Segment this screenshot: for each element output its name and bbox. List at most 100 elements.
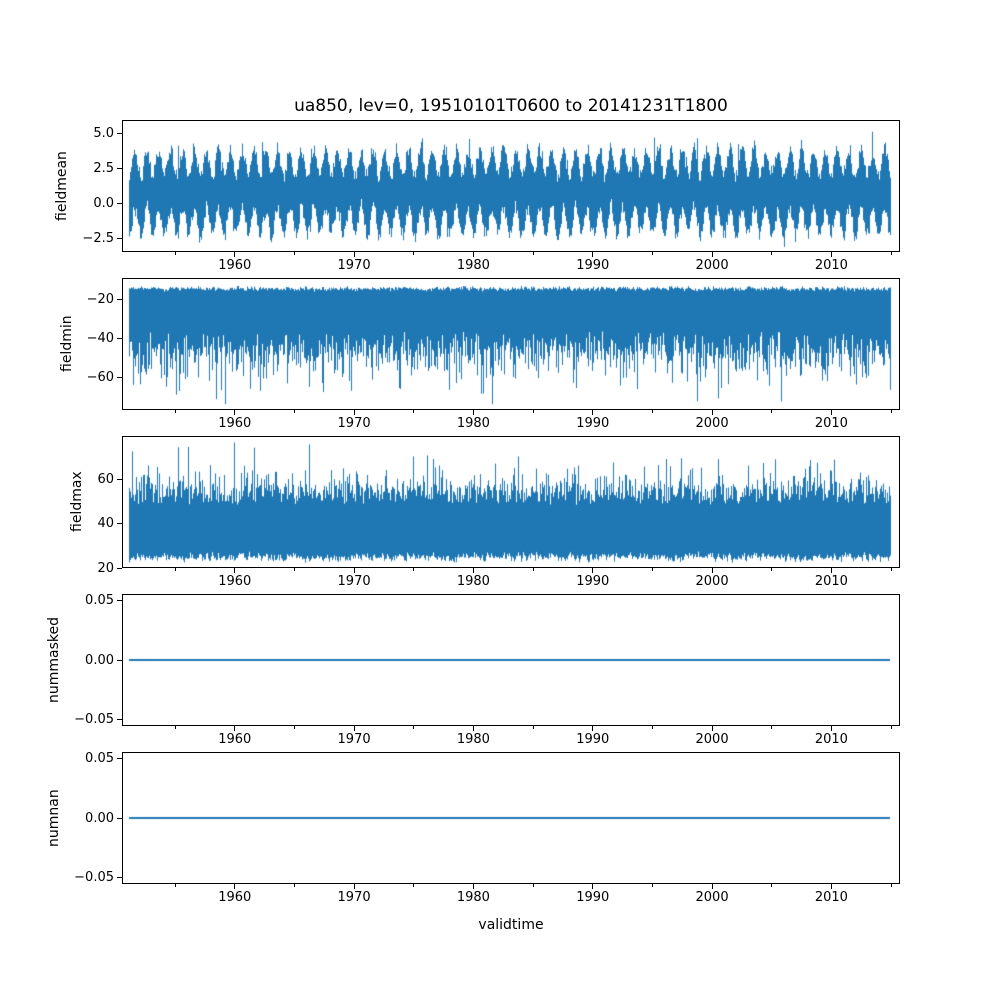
x-minor-tick-mark <box>651 252 653 255</box>
x-minor-tick-mark <box>174 884 176 887</box>
x-major-tick-mark <box>472 410 474 415</box>
x-minor-tick-mark <box>532 726 534 729</box>
y-tick-label: −0.05 <box>74 711 114 727</box>
x-tick-label: 1990 <box>576 732 610 747</box>
x-minor-tick-mark <box>771 568 773 571</box>
x-minor-tick-mark <box>532 568 534 571</box>
x-tick-label: 2010 <box>814 258 848 273</box>
x-minor-tick-mark <box>771 884 773 887</box>
x-minor-tick-mark <box>890 410 892 413</box>
series-canvas-numnan <box>123 753 899 883</box>
series-canvas-nummasked <box>123 595 899 725</box>
x-major-tick-mark <box>711 410 713 415</box>
x-tick-label: 2010 <box>814 574 848 589</box>
x-major-tick-mark <box>830 252 832 257</box>
x-tick-label: 1980 <box>456 258 490 273</box>
x-minor-tick-mark <box>890 568 892 571</box>
axes-nummasked <box>122 594 900 726</box>
x-minor-tick-mark <box>771 410 773 413</box>
series-canvas-fieldmin <box>123 279 899 409</box>
y-tick-mark <box>117 659 122 661</box>
x-tick-label: 1980 <box>456 732 490 747</box>
series-canvas-fieldmax <box>123 437 899 567</box>
x-major-tick-mark <box>234 568 236 573</box>
x-minor-tick-mark <box>293 568 295 571</box>
x-tick-label: 2010 <box>814 890 848 905</box>
x-tick-label: 1980 <box>456 416 490 431</box>
y-tick-mark <box>117 337 122 339</box>
x-major-tick-mark <box>592 726 594 731</box>
x-minor-tick-mark <box>532 252 534 255</box>
y-tick-label: 5.0 <box>93 125 114 141</box>
x-major-tick-mark <box>830 726 832 731</box>
x-minor-tick-mark <box>293 410 295 413</box>
x-major-tick-mark <box>592 568 594 573</box>
axes-fieldmean <box>122 120 900 252</box>
y-tick-label: 20 <box>97 561 114 577</box>
x-minor-tick-mark <box>532 884 534 887</box>
x-minor-tick-mark <box>532 410 534 413</box>
series-canvas-fieldmean <box>123 121 899 251</box>
x-major-tick-mark <box>711 726 713 731</box>
x-major-tick-mark <box>353 726 355 731</box>
x-tick-label: 2000 <box>695 416 729 431</box>
x-major-tick-mark <box>234 252 236 257</box>
x-minor-tick-mark <box>413 410 415 413</box>
y-tick-mark <box>117 478 122 480</box>
x-minor-tick-mark <box>413 252 415 255</box>
y-tick-mark <box>117 299 122 301</box>
x-minor-tick-mark <box>651 410 653 413</box>
y-tick-label: −2.5 <box>82 231 114 247</box>
x-major-tick-mark <box>472 726 474 731</box>
x-major-tick-mark <box>353 252 355 257</box>
x-minor-tick-mark <box>174 410 176 413</box>
x-major-tick-mark <box>711 252 713 257</box>
x-minor-tick-mark <box>293 252 295 255</box>
x-minor-tick-mark <box>890 252 892 255</box>
x-major-tick-mark <box>234 884 236 889</box>
x-major-tick-mark <box>472 568 474 573</box>
x-minor-tick-mark <box>413 884 415 887</box>
y-tick-mark <box>117 718 122 720</box>
y-tick-label: −60 <box>86 369 114 385</box>
axes-numnan <box>122 752 900 884</box>
y-tick-label: 0.05 <box>85 751 114 767</box>
x-tick-label: 1960 <box>218 574 252 589</box>
y-tick-mark <box>117 817 122 819</box>
y-tick-label: −0.05 <box>74 869 114 885</box>
y-tick-label: 0.00 <box>85 652 114 668</box>
x-minor-tick-mark <box>890 726 892 729</box>
x-tick-label: 1960 <box>218 890 252 905</box>
y-tick-mark <box>117 132 122 134</box>
x-minor-tick-mark <box>890 884 892 887</box>
y-tick-label: 2.5 <box>93 160 114 176</box>
x-tick-label: 2010 <box>814 416 848 431</box>
x-tick-label: 2000 <box>695 574 729 589</box>
x-minor-tick-mark <box>413 726 415 729</box>
y-tick-mark <box>117 523 122 525</box>
x-major-tick-mark <box>830 568 832 573</box>
x-axis-label: validtime <box>478 917 544 933</box>
x-major-tick-mark <box>830 884 832 889</box>
x-major-tick-mark <box>472 252 474 257</box>
x-major-tick-mark <box>234 726 236 731</box>
y-tick-mark <box>117 600 122 602</box>
x-major-tick-mark <box>830 410 832 415</box>
x-major-tick-mark <box>711 884 713 889</box>
x-tick-label: 1970 <box>337 258 371 273</box>
x-tick-label: 1990 <box>576 258 610 273</box>
x-minor-tick-mark <box>771 252 773 255</box>
x-major-tick-mark <box>353 568 355 573</box>
x-major-tick-mark <box>711 568 713 573</box>
x-major-tick-mark <box>592 252 594 257</box>
y-tick-mark <box>117 876 122 878</box>
x-minor-tick-mark <box>174 726 176 729</box>
y-tick-mark <box>117 376 122 378</box>
x-tick-label: 1990 <box>576 416 610 431</box>
x-tick-label: 1970 <box>337 574 371 589</box>
y-tick-label: 0.00 <box>85 810 114 826</box>
x-major-tick-mark <box>592 410 594 415</box>
figure-title: ua850, lev=0, 19510101T0600 to 20141231T… <box>294 96 728 116</box>
x-minor-tick-mark <box>413 568 415 571</box>
